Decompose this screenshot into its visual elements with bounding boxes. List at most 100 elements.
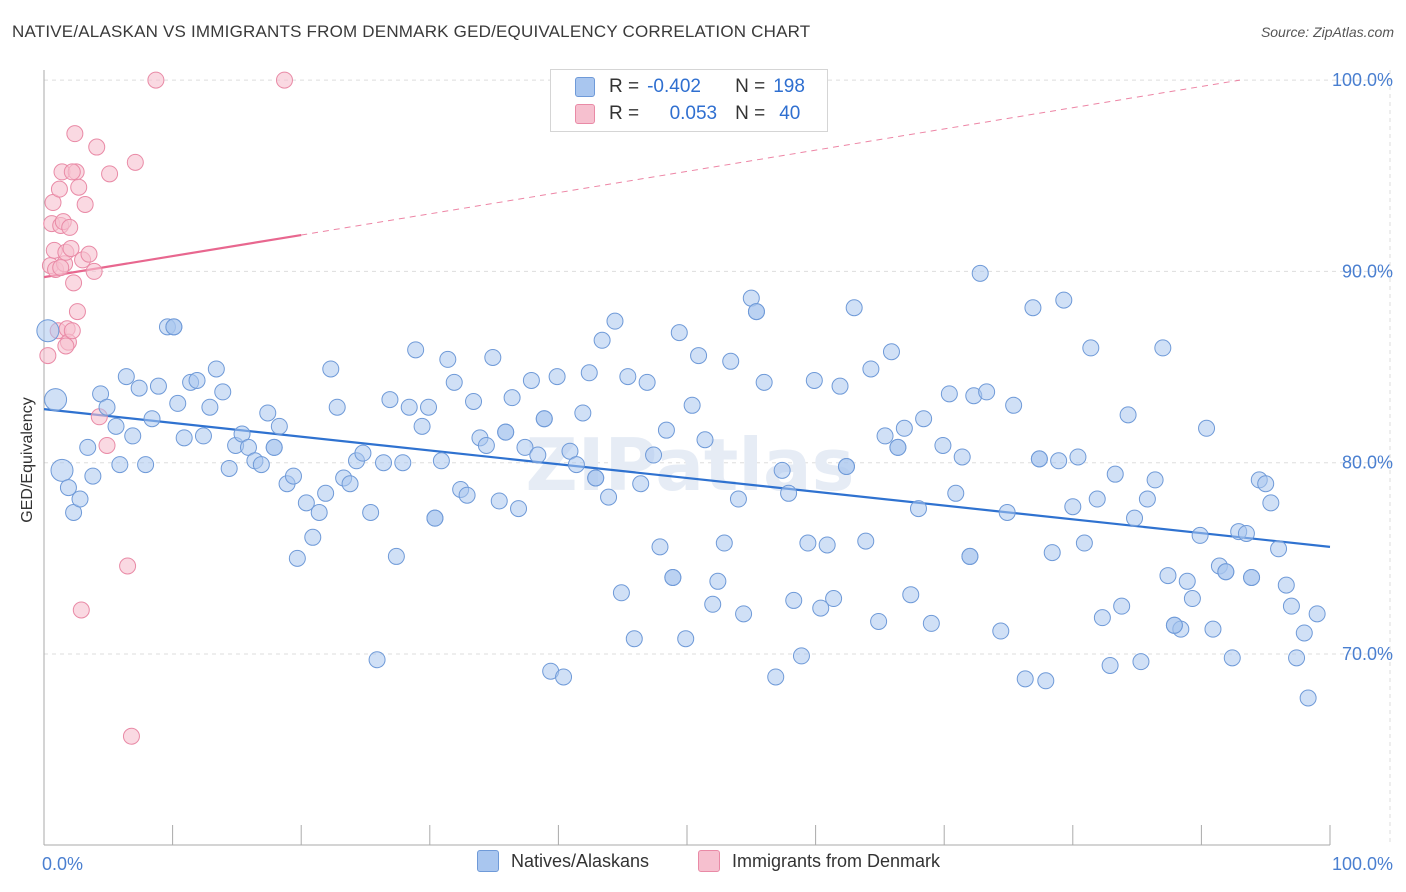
data-point-natives [1037, 672, 1055, 690]
data-point-natives [690, 347, 708, 365]
data-point-natives [445, 373, 463, 391]
data-point-natives [889, 438, 907, 456]
data-point-natives [439, 350, 457, 368]
data-point-natives [375, 454, 393, 472]
y-tick-label: 70.0% [1342, 644, 1393, 664]
data-point-natives [458, 486, 476, 504]
data-point-natives [98, 398, 116, 416]
data-point-natives [722, 352, 740, 370]
data-point-natives [297, 494, 315, 512]
data-point-natives [606, 312, 624, 330]
data-point-natives [837, 458, 855, 476]
data-point-natives [580, 364, 598, 382]
data-point-natives [1005, 396, 1023, 414]
data-point-natives [1299, 689, 1317, 707]
data-point-natives [845, 299, 863, 317]
data-point-natives [207, 360, 225, 378]
chart-title: NATIVE/ALASKAN VS IMMIGRANTS FROM DENMAR… [12, 22, 811, 41]
data-point-natives [79, 438, 97, 456]
data-point-natives [522, 371, 540, 389]
data-point-natives [555, 668, 573, 686]
data-point-natives [953, 448, 971, 466]
data-point-natives [1308, 605, 1326, 623]
data-point-natives [619, 368, 637, 386]
data-point-natives [1119, 406, 1137, 424]
x-tick-label: 0.0% [42, 854, 83, 874]
data-point-natives [328, 398, 346, 416]
data-point-natives [288, 549, 306, 567]
data-point-natives [895, 419, 913, 437]
data-point-natives [71, 490, 89, 508]
data-point-natives [600, 488, 618, 506]
data-point-natives [1132, 653, 1150, 671]
data-point-natives [265, 438, 283, 456]
data-point-denmark [275, 71, 293, 89]
correlation-legend: R = -0.402 N = 198 R = 0.053 N = 40 [550, 69, 828, 132]
data-point-natives [1277, 576, 1295, 594]
data-point-natives [831, 377, 849, 395]
data-point-natives [252, 456, 270, 474]
data-point-natives [1183, 590, 1201, 608]
data-point-denmark [70, 178, 88, 196]
data-point-natives [420, 398, 438, 416]
data-point-natives [304, 528, 322, 546]
legend-swatch-blue [575, 77, 595, 97]
data-point-denmark [68, 303, 86, 321]
data-point-natives [755, 373, 773, 391]
legend-n-value: 40 [779, 103, 801, 124]
data-point-natives [1113, 597, 1131, 615]
data-point-natives [387, 547, 405, 565]
trend-line-denmark-extended [301, 79, 1241, 236]
data-point-natives [971, 264, 989, 282]
data-point-natives [677, 630, 695, 648]
data-point-natives [220, 459, 238, 477]
data-point-natives [284, 467, 302, 485]
data-point-natives [961, 547, 979, 565]
bottom-legend-denmark: Immigrants from Denmark [698, 850, 940, 872]
data-point-denmark [63, 322, 81, 340]
data-point-natives [747, 303, 765, 321]
data-point-natives [1050, 452, 1068, 470]
data-point-natives [50, 458, 74, 482]
data-point-denmark [122, 727, 140, 745]
data-point-natives [201, 398, 219, 416]
data-point-natives [1282, 597, 1300, 615]
data-point-natives [645, 446, 663, 464]
data-point-natives [1243, 568, 1261, 586]
data-point-natives [1082, 339, 1100, 357]
data-point-denmark [63, 163, 81, 181]
y-tick-labels: 70.0% 80.0% 90.0% 100.0% [1332, 70, 1393, 664]
data-point-natives [882, 343, 900, 361]
data-point-natives [612, 584, 630, 602]
data-point-natives [909, 500, 927, 518]
data-point-natives [188, 371, 206, 389]
bottom-legend-natives: Natives/Alaskans [477, 850, 649, 872]
data-point-natives [36, 319, 60, 343]
data-point-natives [432, 452, 450, 470]
legend-row-denmark: R = 0.053 N = 40 [575, 102, 800, 126]
data-point-natives [902, 586, 920, 604]
data-point-natives [915, 410, 933, 428]
data-point-denmark [126, 153, 144, 171]
trend-line-natives [43, 408, 1331, 548]
data-point-natives [1223, 649, 1241, 667]
legend-r-label: R = [609, 76, 640, 97]
y-tick-label: 80.0% [1342, 453, 1393, 473]
source-label: Source: ZipAtlas.com [1260, 24, 1394, 40]
data-point-natives [510, 500, 528, 518]
data-point-natives [107, 417, 125, 435]
legend-r-value: 0.053 [669, 103, 718, 124]
data-point-natives [194, 427, 212, 445]
data-point-natives [780, 484, 798, 502]
data-point-denmark [62, 239, 80, 257]
data-point-natives [1154, 339, 1172, 357]
data-point-natives [1217, 563, 1235, 581]
data-point-natives [1191, 526, 1209, 544]
data-point-denmark [119, 557, 137, 575]
data-point-natives [587, 469, 605, 487]
data-point-natives [574, 404, 592, 422]
blue-series-points [36, 264, 1326, 707]
data-point-denmark [66, 125, 84, 143]
data-point-natives [1075, 534, 1093, 552]
